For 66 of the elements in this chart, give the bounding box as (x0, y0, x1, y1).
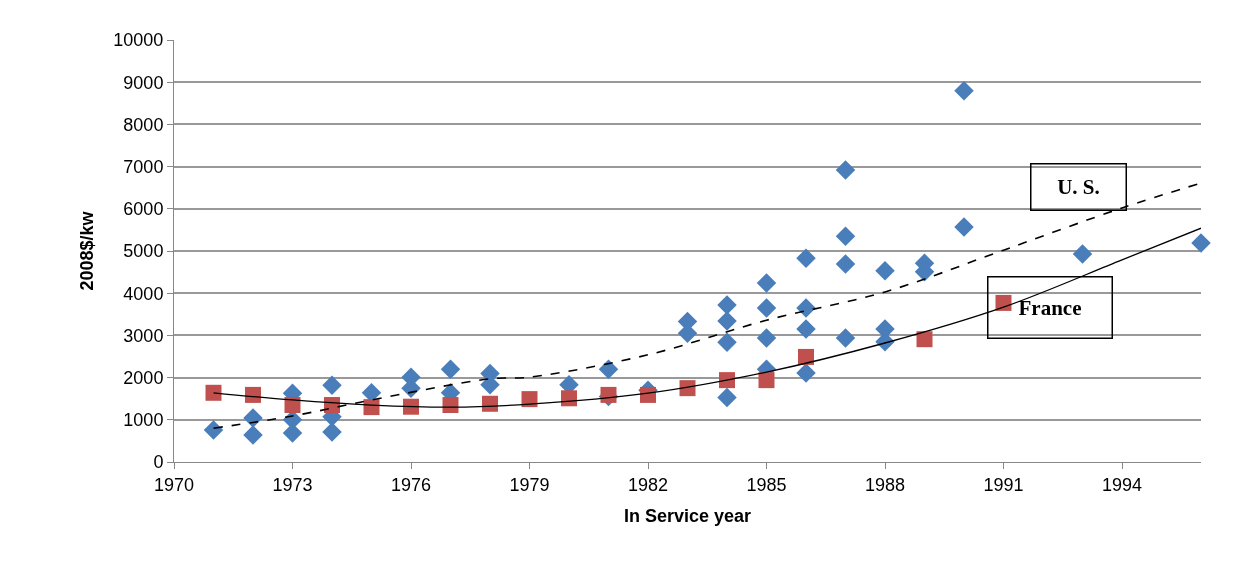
y-tick-label: 5000 (123, 241, 164, 262)
y-tick-label: 2000 (123, 367, 164, 388)
point (679, 380, 696, 397)
point (835, 328, 856, 348)
point (322, 375, 342, 395)
point (875, 261, 895, 281)
x-axis-title: In Service year (623, 505, 752, 526)
point (916, 331, 933, 348)
point (640, 386, 656, 403)
point (717, 295, 737, 315)
x-tick-label: 1973 (272, 474, 313, 495)
x-tick-label: 1970 (153, 474, 195, 495)
point (835, 160, 856, 180)
point (1191, 233, 1211, 253)
point (995, 294, 1012, 311)
point (756, 328, 777, 348)
point (835, 254, 856, 274)
y-tick-label: 10000 (113, 30, 164, 51)
point (756, 273, 777, 293)
point (600, 386, 617, 403)
y-tick-label: 7000 (123, 156, 164, 177)
point (796, 248, 816, 268)
y-tick-label: 6000 (123, 199, 164, 220)
x-tick-label: 1979 (509, 474, 550, 495)
x-tick-label: 1991 (983, 474, 1024, 495)
point (284, 397, 301, 414)
point (282, 423, 303, 443)
point (756, 298, 777, 318)
point (796, 319, 816, 339)
point (561, 390, 577, 407)
x-tick-label: 1982 (627, 474, 669, 495)
point (717, 311, 737, 331)
point (796, 363, 816, 383)
point (954, 217, 974, 237)
y-tick-label: 1000 (123, 410, 164, 431)
point (598, 359, 619, 379)
point (796, 298, 816, 318)
point (717, 387, 737, 408)
point (243, 425, 263, 445)
y-axis-title: 2008$/kw (76, 210, 97, 291)
annotation: U. S. (1057, 175, 1100, 199)
point (440, 359, 461, 379)
point (521, 391, 538, 408)
point (203, 420, 224, 440)
x-tick-label: 1994 (1101, 474, 1143, 495)
y-tick-label: 3000 (123, 325, 164, 346)
x-tick-label: 1988 (864, 474, 906, 495)
point (719, 372, 735, 389)
x-tick-label: 1976 (390, 474, 432, 495)
point (482, 395, 498, 412)
point (245, 386, 261, 403)
y-tick-label: 9000 (123, 72, 164, 93)
point (717, 332, 737, 352)
point (403, 398, 419, 415)
y-tick-label: 4000 (123, 283, 164, 304)
point (798, 348, 814, 365)
y-tick-label: 8000 (123, 114, 164, 135)
point (322, 422, 342, 442)
annotation: France (1018, 295, 1082, 320)
point (835, 226, 856, 246)
point (205, 384, 222, 401)
point (1072, 244, 1093, 264)
y-tick-label: 0 (153, 452, 164, 473)
point (954, 80, 974, 101)
x-tick-label: 1985 (746, 474, 787, 495)
point (758, 372, 775, 389)
